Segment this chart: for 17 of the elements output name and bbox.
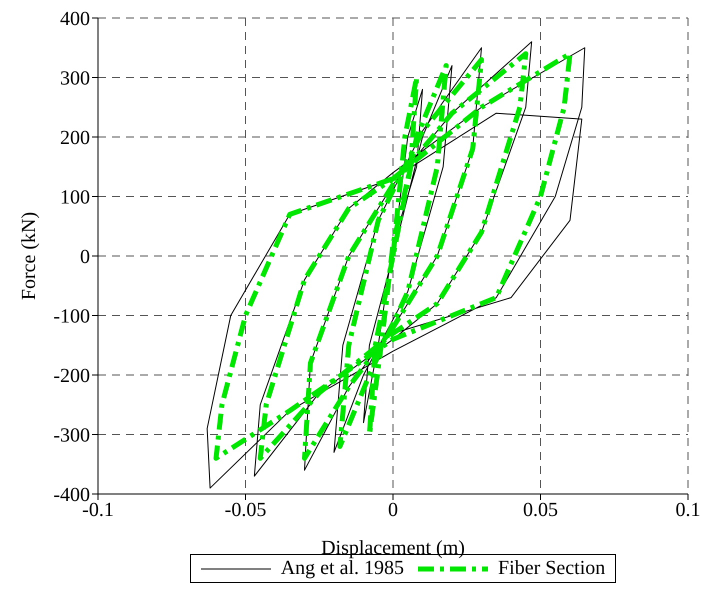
y-tick-label: 400 [60, 8, 90, 30]
y-tick-label: 100 [60, 186, 90, 209]
y-tick-label: 200 [60, 127, 90, 150]
y-axis-title: Force (kN) [18, 212, 40, 300]
y-tick-label: -300 [53, 424, 90, 447]
x-tick-label: 0.05 [523, 499, 558, 522]
x-tick-label: 0.1 [676, 499, 700, 522]
y-tick-label: 300 [60, 68, 90, 90]
y-tick-label: -100 [53, 306, 90, 328]
x-tick-label: -0.05 [224, 499, 266, 522]
y-tick-label: -200 [53, 365, 90, 388]
y-tick-label: -400 [53, 484, 90, 506]
x-axis-title: Displacement (m) [321, 537, 465, 559]
legend-label: Ang et al. 1985 [280, 557, 404, 580]
legend-label: Fiber Section [498, 557, 606, 579]
y-tick-label: 0 [80, 246, 90, 268]
x-tick-label: 0 [388, 499, 398, 522]
